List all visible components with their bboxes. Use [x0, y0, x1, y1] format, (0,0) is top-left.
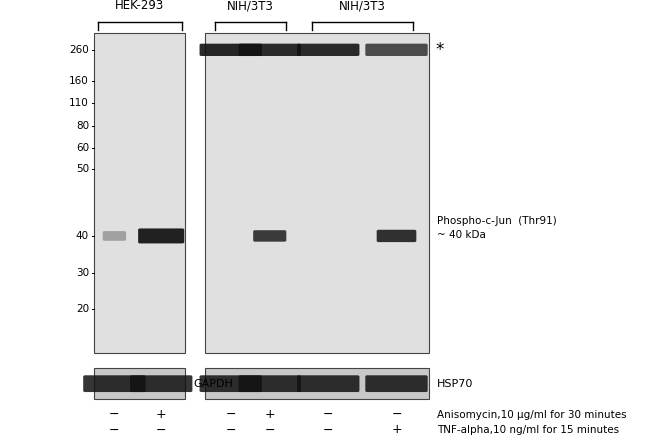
- Text: −: −: [109, 408, 120, 421]
- Text: −: −: [156, 423, 166, 437]
- FancyBboxPatch shape: [103, 231, 126, 241]
- FancyBboxPatch shape: [239, 375, 301, 392]
- FancyBboxPatch shape: [130, 375, 192, 392]
- Text: −: −: [323, 423, 333, 437]
- Text: Phospho-c-Jun  (Thr91)
~ 40 kDa: Phospho-c-Jun (Thr91) ~ 40 kDa: [437, 216, 556, 240]
- Text: TNF-alpha,10 ng/ml for 15 minutes: TNF-alpha,10 ng/ml for 15 minutes: [437, 425, 619, 435]
- Bar: [94, 33, 185, 353]
- FancyBboxPatch shape: [297, 375, 359, 392]
- FancyBboxPatch shape: [253, 230, 286, 242]
- Text: 160: 160: [70, 76, 89, 86]
- FancyBboxPatch shape: [365, 375, 428, 392]
- Text: −: −: [226, 423, 236, 437]
- Text: 110: 110: [70, 98, 89, 108]
- FancyBboxPatch shape: [138, 228, 185, 243]
- Text: −: −: [265, 423, 275, 437]
- Text: −: −: [109, 423, 120, 437]
- Text: *: *: [436, 41, 444, 59]
- Text: GAPDH: GAPDH: [193, 379, 233, 389]
- Text: +: +: [156, 408, 166, 421]
- Text: NIH/3T3: NIH/3T3: [227, 0, 274, 12]
- Text: NIH/3T3: NIH/3T3: [339, 0, 386, 12]
- FancyBboxPatch shape: [377, 230, 417, 242]
- FancyBboxPatch shape: [239, 44, 301, 56]
- Text: 260: 260: [70, 45, 89, 55]
- Text: HSP70: HSP70: [437, 379, 473, 389]
- FancyBboxPatch shape: [200, 375, 262, 392]
- FancyBboxPatch shape: [365, 44, 428, 56]
- Text: Anisomycin,10 μg/ml for 30 minutes: Anisomycin,10 μg/ml for 30 minutes: [437, 410, 627, 419]
- Text: 30: 30: [76, 269, 89, 278]
- FancyBboxPatch shape: [200, 44, 262, 56]
- Bar: [205, 33, 429, 353]
- FancyBboxPatch shape: [83, 375, 146, 392]
- Bar: [94, 368, 185, 399]
- Text: 40: 40: [76, 231, 89, 241]
- Text: −: −: [226, 408, 236, 421]
- Text: 50: 50: [76, 164, 89, 174]
- Bar: [205, 368, 429, 399]
- Text: 60: 60: [76, 143, 89, 153]
- Text: +: +: [265, 408, 275, 421]
- Text: HEK-293: HEK-293: [115, 0, 164, 12]
- Text: −: −: [391, 408, 402, 421]
- Text: 20: 20: [76, 304, 89, 314]
- Text: +: +: [391, 423, 402, 437]
- FancyBboxPatch shape: [297, 44, 359, 56]
- Text: −: −: [323, 408, 333, 421]
- Text: 80: 80: [76, 121, 89, 131]
